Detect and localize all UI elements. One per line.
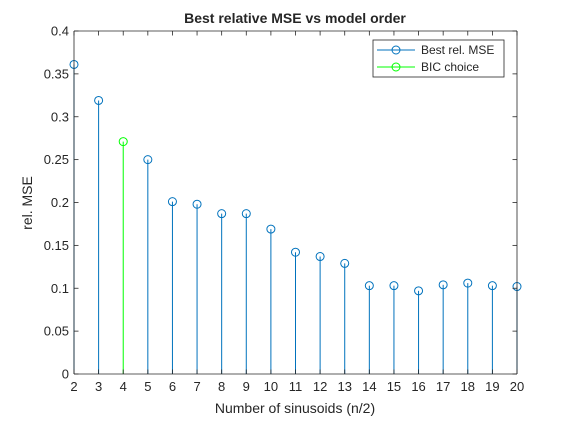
y-tick-label: 0.25 — [44, 152, 69, 167]
y-tick-label: 0.35 — [44, 66, 69, 81]
x-tick-label: 18 — [461, 379, 475, 394]
x-tick-label: 12 — [313, 379, 327, 394]
x-tick-label: 5 — [144, 379, 151, 394]
x-tick-label: 3 — [95, 379, 102, 394]
x-tick-label: 20 — [510, 379, 524, 394]
x-tick-label: 16 — [411, 379, 425, 394]
x-tick-label: 2 — [70, 379, 77, 394]
x-axis-label: Number of sinusoids (n/2) — [215, 400, 375, 416]
x-tick-label: 10 — [264, 379, 278, 394]
y-tick-label: 0.2 — [51, 195, 69, 210]
legend-label-bic: BIC choice — [421, 60, 479, 74]
y-tick-label: 0.1 — [51, 281, 69, 296]
x-tick-label: 4 — [120, 379, 127, 394]
legend: Best rel. MSE BIC choice — [373, 40, 504, 77]
x-tick-label: 7 — [193, 379, 200, 394]
y-axis-label: rel. MSE — [19, 176, 35, 230]
x-tick-label: 13 — [337, 379, 351, 394]
x-tick-label: 19 — [485, 379, 499, 394]
x-tick-label: 15 — [387, 379, 401, 394]
x-tick-label: 11 — [289, 379, 303, 394]
y-tick-label: 0 — [62, 367, 69, 382]
y-tick-label: 0.15 — [44, 238, 69, 253]
x-tick-label: 6 — [169, 379, 176, 394]
y-tick-label: 0.4 — [51, 24, 69, 39]
x-tick-label: 17 — [436, 379, 450, 394]
x-tick-label: 8 — [218, 379, 225, 394]
legend-label-best-mse: Best rel. MSE — [421, 43, 494, 57]
chart-title: Best relative MSE vs model order — [184, 10, 406, 26]
x-tick-label: 9 — [243, 379, 250, 394]
y-tick-label: 0.3 — [51, 109, 69, 124]
y-tick-label: 0.05 — [44, 324, 69, 339]
x-tick-label: 14 — [362, 379, 376, 394]
